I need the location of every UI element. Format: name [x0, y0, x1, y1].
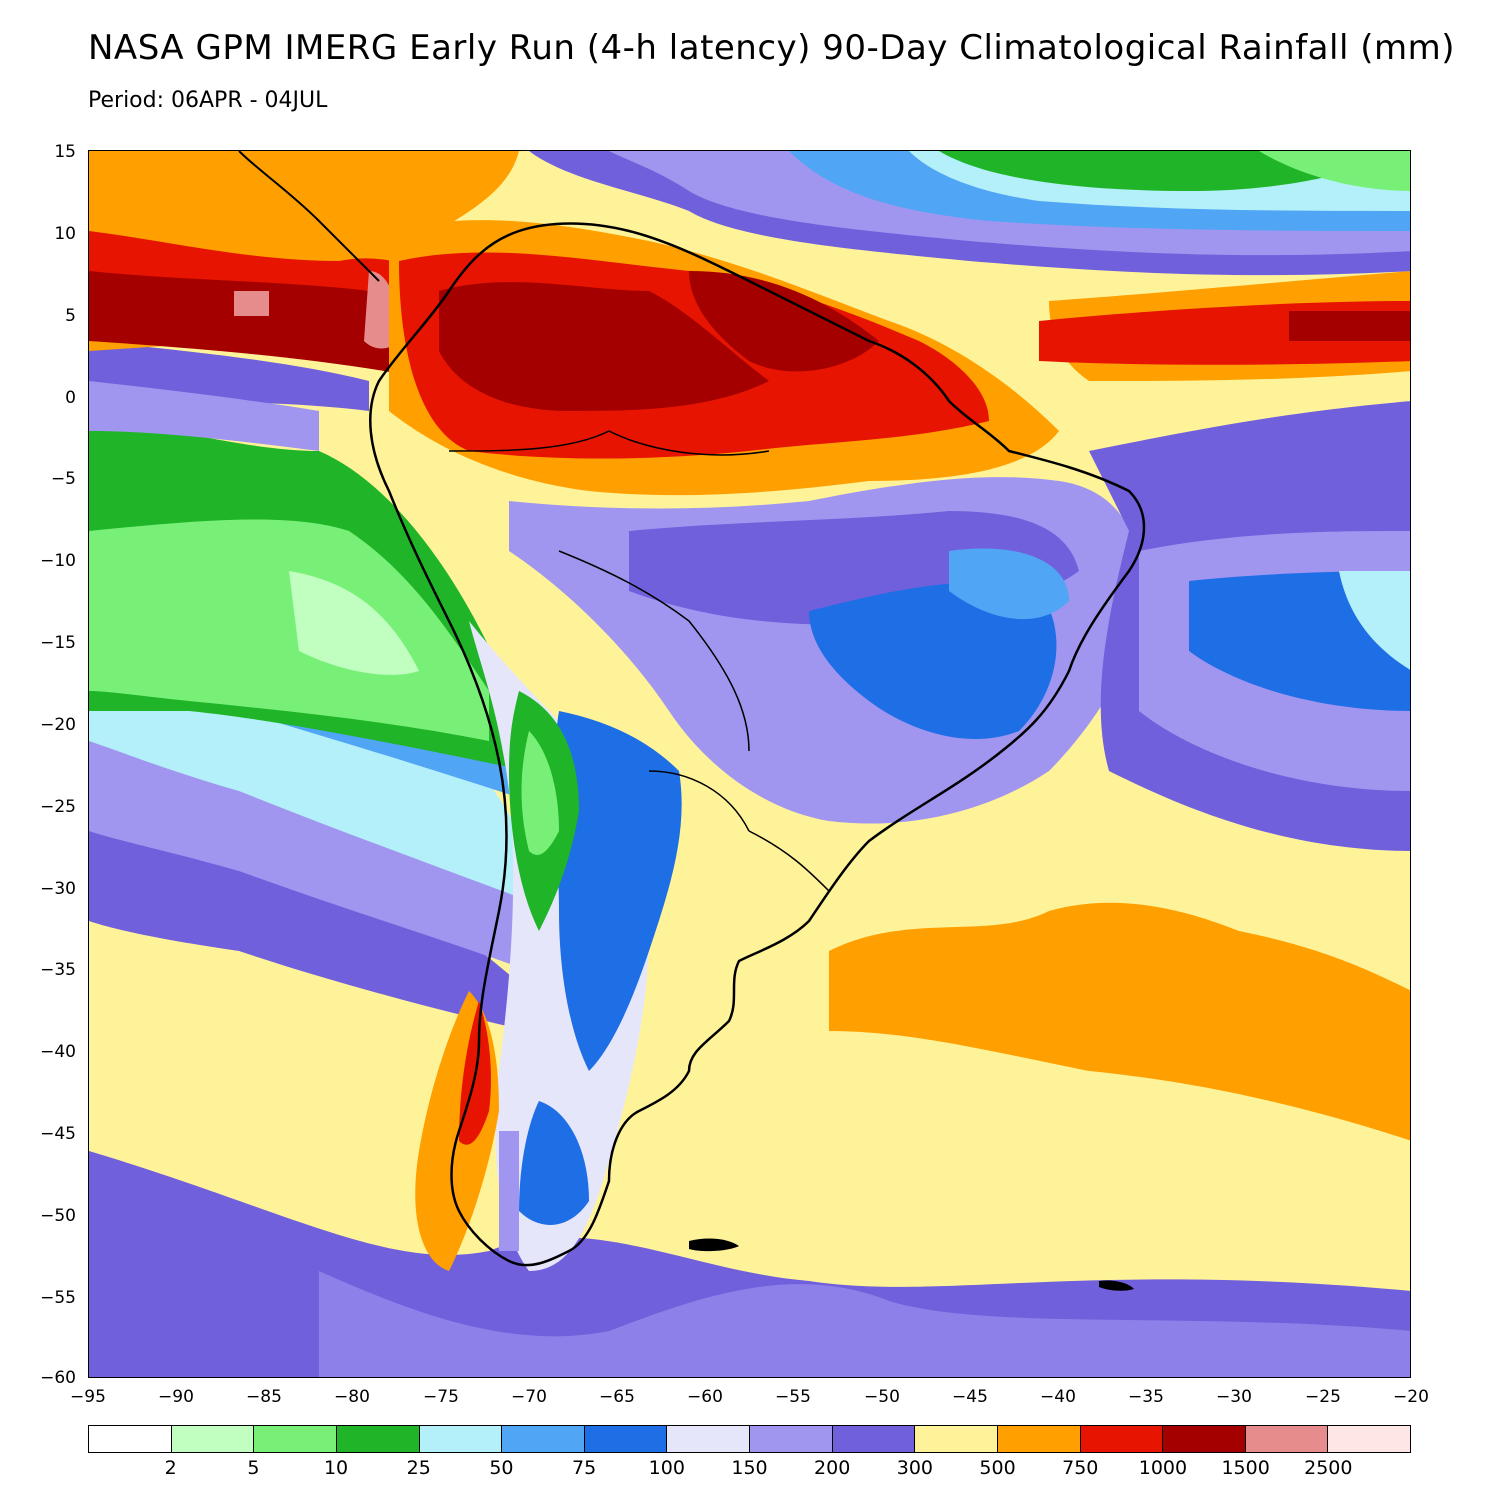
colorbar-swatch — [915, 1426, 998, 1452]
x-tick-label: −35 — [1128, 1387, 1164, 1407]
colorbar-label: 1000 — [1138, 1457, 1188, 1479]
rainfall-band-300-pacific-patch — [159, 1217, 289, 1265]
x-tick-label: −65 — [599, 1387, 635, 1407]
colorbar-label: 100 — [648, 1457, 685, 1479]
colorbar-label: 500 — [979, 1457, 1016, 1479]
y-tick-label: 0 — [65, 388, 76, 408]
colorbar-label: 750 — [1062, 1457, 1099, 1479]
x-tick-label: −55 — [775, 1387, 811, 1407]
x-tick-label: −90 — [158, 1387, 194, 1407]
south-america-coastline — [369, 222, 1146, 1267]
colorbar-label: 10 — [323, 1457, 349, 1479]
rainfall-band-200-south — [319, 1271, 1410, 1377]
map-title: NASA GPM IMERG Early Run (4-h latency) 9… — [88, 28, 1455, 68]
rainfall-band-10-pacific — [89, 519, 489, 741]
x-tick-label: −85 — [246, 1387, 282, 1407]
rainfall-map — [88, 150, 1411, 1378]
x-tick-label: −75 — [423, 1387, 459, 1407]
rainfall-band-2500-pacific-patch — [234, 291, 269, 316]
colorbar-swatch — [832, 1426, 916, 1452]
y-tick-label: −45 — [40, 1124, 76, 1144]
rainfall-band-10-atacama — [521, 731, 559, 855]
rainfall-band-5-pacific — [289, 571, 419, 675]
rainfall-band-1500-itcz-west — [89, 271, 439, 381]
y-tick-label: −20 — [40, 715, 76, 735]
y-tick-label: −35 — [40, 960, 76, 980]
colorbar-label: 200 — [814, 1457, 851, 1479]
rainfall-band-1500-atlantic-itcz — [1289, 311, 1410, 341]
rainfall-band-10-north-atlantic — [1259, 151, 1410, 191]
x-tick-label: −70 — [511, 1387, 547, 1407]
rainfall-band-1500-guianas — [689, 271, 879, 372]
rainfall-band-25-north-atlantic — [939, 151, 1389, 191]
colorbar-swatch — [336, 1426, 420, 1452]
y-tick-label: −25 — [40, 797, 76, 817]
colorbar-swatch — [997, 1426, 1081, 1452]
y-tick-label: 5 — [65, 306, 76, 326]
y-tick-label: 10 — [54, 224, 76, 244]
colorbar-label: 5 — [247, 1457, 260, 1479]
central-america-coastline — [238, 151, 380, 282]
rainfall-band-200-patagonia — [499, 1131, 519, 1251]
colorbar-label: 1500 — [1221, 1457, 1270, 1479]
x-tick-label: −20 — [1393, 1387, 1429, 1407]
colorbar-swatch — [254, 1426, 337, 1452]
colorbar-label: 150 — [731, 1457, 768, 1479]
colorbar-swatch — [1328, 1426, 1410, 1452]
rainfall-band-100-argentina — [554, 711, 682, 1071]
rainfall-band-50-south-atlantic — [1339, 571, 1410, 670]
rainfall-band-200-north-pacific — [89, 381, 319, 451]
y-tick-label: −60 — [40, 1368, 76, 1388]
y-tick-label: −15 — [40, 633, 76, 653]
rainfall-band-100-brazil — [809, 582, 1057, 740]
rainfall-band-750-atlantic — [829, 902, 1410, 1141]
colorbar-legend — [88, 1425, 1411, 1453]
x-tick-label: −80 — [334, 1387, 370, 1407]
y-tick-label: −40 — [40, 1042, 76, 1062]
x-tick-label: −45 — [952, 1387, 988, 1407]
colorbar-swatch — [667, 1426, 750, 1452]
y-tick-label: −50 — [40, 1206, 76, 1226]
colorbar-label: 75 — [572, 1457, 597, 1479]
colorbar-swatch — [419, 1426, 503, 1452]
y-tick-label: −5 — [50, 469, 76, 489]
map-period-subtitle: Period: 06APR - 04JUL — [88, 88, 328, 113]
colorbar-swatch — [584, 1426, 668, 1452]
y-tick-label: −30 — [40, 879, 76, 899]
colorbar-swatch — [171, 1426, 255, 1452]
colorbar-swatch — [1245, 1426, 1329, 1452]
x-tick-label: −50 — [864, 1387, 900, 1407]
colorbar-swatch — [1080, 1426, 1164, 1452]
x-tick-label: −25 — [1305, 1387, 1341, 1407]
x-tick-label: −95 — [70, 1387, 106, 1407]
colorbar-swatch — [502, 1426, 585, 1452]
colorbar-label: 25 — [406, 1457, 431, 1479]
colorbar-label: 50 — [489, 1457, 514, 1479]
rainfall-band-75-brazil — [949, 548, 1069, 620]
south-georgia-island — [1099, 1280, 1134, 1291]
colorbar-swatch — [89, 1426, 172, 1452]
colorbar-swatch — [1163, 1426, 1246, 1452]
rainfall-band-1500-amazon-west — [439, 282, 769, 411]
x-tick-label: −30 — [1216, 1387, 1252, 1407]
colorbar-label: 2 — [164, 1457, 177, 1479]
colorbar-swatch — [750, 1426, 833, 1452]
rainfall-map-svg — [89, 151, 1410, 1377]
y-tick-label: −55 — [40, 1288, 76, 1308]
x-tick-label: −60 — [687, 1387, 723, 1407]
x-tick-label: −40 — [1040, 1387, 1076, 1407]
y-tick-label: −10 — [40, 551, 76, 571]
colorbar-label: 300 — [896, 1457, 933, 1479]
y-tick-label: 15 — [54, 142, 76, 162]
rainfall-band-100-patagonia — [519, 1101, 589, 1225]
falkland-islands — [689, 1238, 739, 1252]
colorbar-label: 2500 — [1304, 1457, 1353, 1479]
country-borders — [448, 430, 830, 892]
